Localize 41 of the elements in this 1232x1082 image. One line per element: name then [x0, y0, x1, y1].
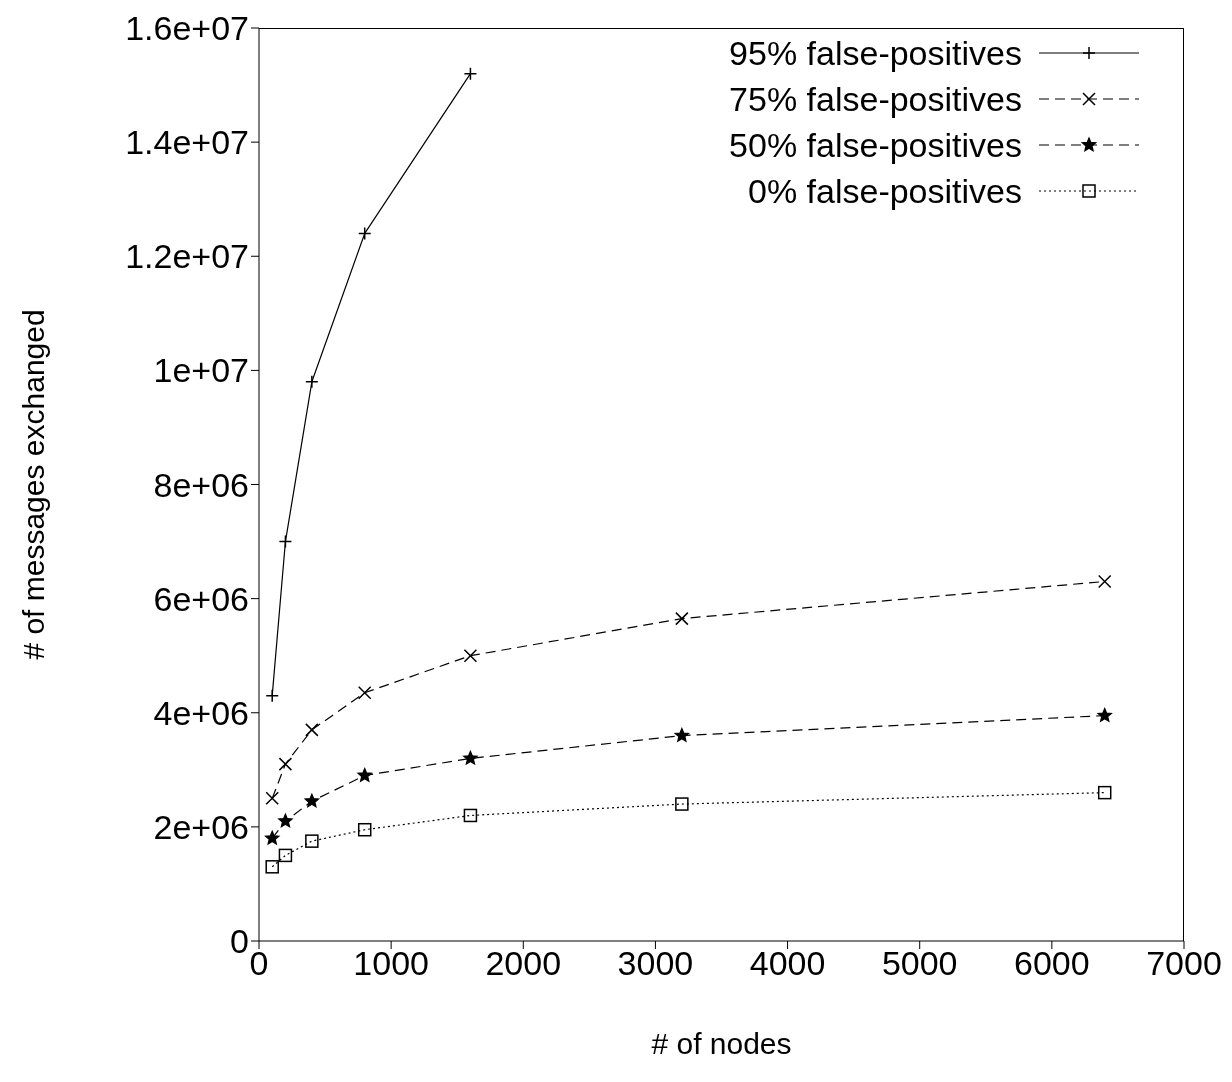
point: [304, 793, 320, 808]
point: [357, 686, 372, 700]
point: [278, 848, 293, 863]
y-tick-label: 4e+06: [153, 693, 249, 732]
point: [675, 611, 689, 626]
point: [675, 797, 689, 811]
x-tick-label: 4000: [749, 944, 826, 983]
y-tick-label: 1.2e+07: [125, 237, 249, 276]
point: [265, 860, 279, 874]
x-tick-label: 2000: [485, 944, 562, 983]
x-tick-label: 7000: [1146, 944, 1222, 983]
point: [674, 727, 690, 742]
x-axis-title: # of nodes: [651, 1027, 792, 1060]
y-axis-title: # of messages exchanged: [16, 309, 50, 660]
y-tick-label: 8e+06: [153, 465, 249, 504]
y-tick-label: 6e+06: [153, 579, 249, 618]
legend-label: 75% false-positives: [729, 79, 1022, 119]
point: [305, 834, 319, 848]
point: [305, 723, 319, 737]
y-tick-label: 1.6e+07: [125, 9, 249, 48]
point: [265, 791, 279, 806]
legend-label: 0% false-positives: [747, 171, 1022, 211]
x-tick-label: 6000: [1014, 944, 1090, 983]
point: [463, 750, 478, 765]
point: [1097, 785, 1112, 800]
y-tick-label: 2e+06: [153, 807, 249, 846]
legend-label: 95% false-positives: [729, 33, 1022, 73]
x-tick-label: 5000: [881, 944, 958, 983]
x-tick-label: 3000: [617, 944, 694, 983]
x-tick-label: 1000: [353, 944, 429, 983]
point: [463, 808, 478, 823]
point: [278, 757, 293, 771]
point: [1097, 708, 1112, 722]
point: [278, 813, 293, 828]
legend-label: 50% false-positives: [729, 125, 1022, 165]
point: [357, 767, 372, 782]
y-tick-label: 1.4e+07: [125, 123, 249, 162]
point: [264, 830, 280, 845]
point: [357, 822, 372, 837]
point: [463, 648, 478, 663]
y-tick-label: 1e+07: [153, 351, 249, 390]
